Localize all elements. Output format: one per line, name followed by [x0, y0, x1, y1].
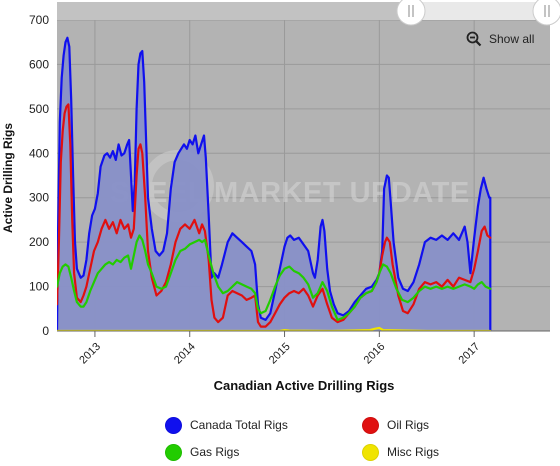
- show-all-label: Show all: [489, 32, 535, 46]
- y-tick-label: 700: [29, 13, 49, 27]
- y-tick-label: 100: [29, 280, 49, 294]
- series-line: [57, 36, 492, 331]
- legend-label: Canada Total Rigs: [190, 418, 288, 432]
- range-handle-right[interactable]: [532, 0, 560, 26]
- series-misc-rigs: [57, 326, 492, 331]
- x-tick-label: 2014: [172, 341, 198, 367]
- x-tick-label: 2016: [362, 341, 388, 367]
- series-gas-rigs: [57, 234, 492, 321]
- x-tick-label: 2015: [267, 341, 293, 367]
- watermark-text: STEEL MARKET UPDATE: [110, 177, 470, 209]
- y-tick-label: 0: [42, 324, 49, 338]
- x-tick-label: 2013: [77, 341, 103, 367]
- zoom-out-icon: [466, 31, 482, 47]
- x-tick-label: 2017: [456, 341, 482, 367]
- legend-label: Oil Rigs: [387, 418, 430, 432]
- show-all-button[interactable]: Show all: [466, 29, 534, 49]
- legend-label: Misc Rigs: [387, 445, 440, 459]
- y-tick-label: 600: [29, 57, 49, 71]
- series-oil-rigs: [57, 103, 492, 328]
- series-line: [57, 326, 492, 331]
- legend-marker-oil-rigs: [362, 416, 379, 434]
- navigator-selected-range[interactable]: [411, 2, 547, 20]
- range-navigator[interactable]: [57, 0, 560, 26]
- legend-item-oil-rigs[interactable]: Oil Rigs: [362, 414, 429, 436]
- legend-item-gas-rigs[interactable]: Gas Rigs: [165, 441, 239, 463]
- legend-marker-canada-total-rigs: [165, 416, 182, 434]
- series-layer: [57, 36, 492, 331]
- series-line: [57, 234, 492, 321]
- y-tick-label: 400: [29, 146, 49, 160]
- range-handle-left[interactable]: [396, 0, 426, 26]
- legend-item-canada-total-rigs[interactable]: Canada Total Rigs: [165, 414, 288, 436]
- legend-item-misc-rigs[interactable]: Misc Rigs: [362, 441, 439, 463]
- legend-marker-misc-rigs: [362, 443, 379, 461]
- legend-label: Gas Rigs: [190, 445, 240, 459]
- y-tick-label: 300: [29, 191, 49, 205]
- y-axis-title-text: Active Drilling Rigs: [1, 122, 15, 234]
- series-line: [57, 103, 492, 328]
- y-tick-label: 200: [29, 235, 49, 249]
- legend-marker-gas-rigs: [165, 443, 182, 461]
- x-axis-title: Canadian Active Drilling Rigs: [213, 378, 395, 393]
- y-tick-label: 500: [29, 102, 49, 116]
